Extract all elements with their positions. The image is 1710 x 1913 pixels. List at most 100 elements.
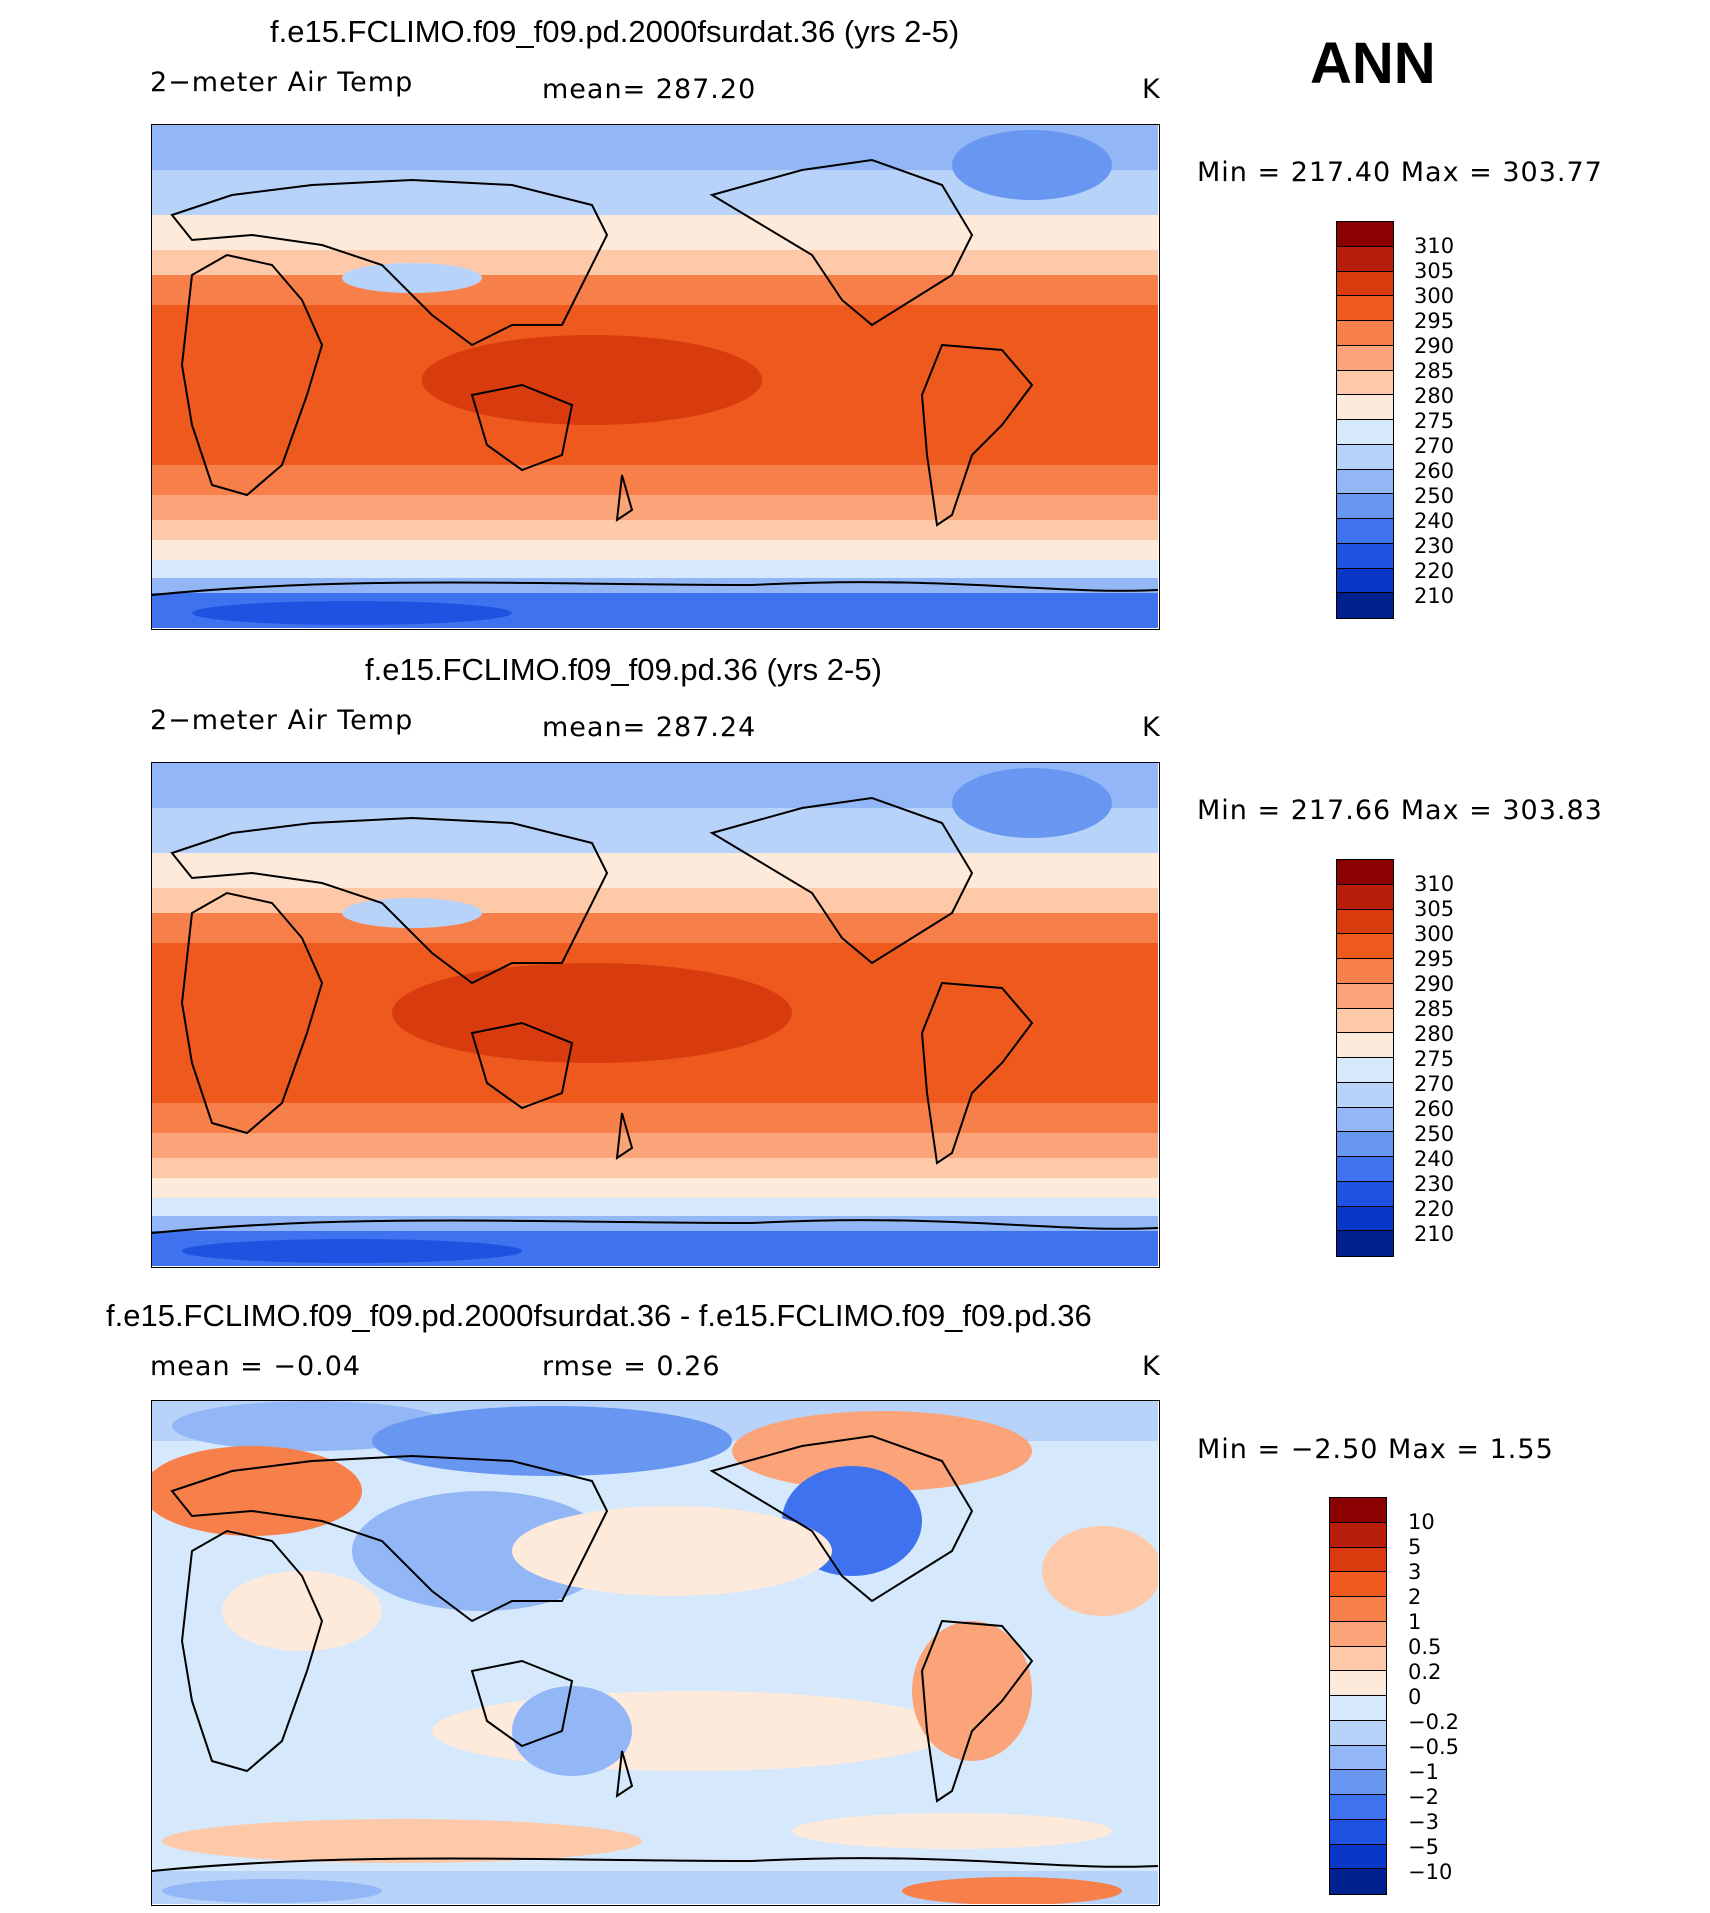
cbar-2-label: 295 <box>1414 947 1455 971</box>
cbar-1-label: 210 <box>1414 584 1455 608</box>
cbar-1-swatch-10 <box>1337 469 1393 495</box>
panel-2-minmax: Min = 217.66 Max = 303.83 <box>1197 795 1603 826</box>
cbar-2-label: 285 <box>1414 997 1455 1021</box>
cbar-3-swatch-15 <box>1330 1869 1386 1894</box>
cbar-3-swatch-5 <box>1330 1621 1386 1647</box>
cbar-2-label: 300 <box>1414 922 1455 946</box>
cbar-1-label: 285 <box>1414 359 1455 383</box>
cbar-2-swatch-8 <box>1337 1058 1393 1083</box>
cbar-2-swatch-3 <box>1337 934 1393 959</box>
cbar-3-label: 10 <box>1408 1510 1435 1534</box>
panel-2-mean: mean= 287.24 <box>542 712 757 743</box>
panel-1-variable: 2−meter Air Temp <box>150 67 414 98</box>
panel-2-coastlines <box>152 796 1158 1234</box>
cbar-3-swatch-4 <box>1330 1597 1386 1622</box>
cbar-3-label: 2 <box>1408 1585 1422 1609</box>
panel-1-coastlines <box>152 158 1158 596</box>
cbar-3-swatch-6 <box>1330 1646 1386 1672</box>
cbar-1-label: 250 <box>1414 484 1455 508</box>
panel-2-variable: 2−meter Air Temp <box>150 705 414 736</box>
cbar-3-label: −0.5 <box>1408 1735 1459 1759</box>
cbar-2-swatch-10 <box>1337 1107 1393 1133</box>
cbar-3-label: −0.2 <box>1408 1710 1459 1734</box>
panel-3-minmax: Min = −2.50 Max = 1.55 <box>1197 1434 1554 1465</box>
cbar-2-label: 240 <box>1414 1147 1455 1171</box>
cbar-1-swatch-5 <box>1337 345 1393 371</box>
panel-3-units: K <box>1142 1351 1161 1382</box>
cbar-3-swatch-13 <box>1330 1819 1386 1845</box>
panel-1-title: f.e15.FCLIMO.f09_f09.pd.2000fsurdat.36 (… <box>270 14 960 49</box>
cbar-1-swatch-13 <box>1337 543 1393 569</box>
panel-1-mean: mean= 287.20 <box>542 74 757 105</box>
cbar-2-swatch-4 <box>1337 959 1393 984</box>
cbar-3-swatch-14 <box>1330 1844 1386 1870</box>
cbar-2-swatch-0 <box>1337 860 1393 885</box>
cbar-1-swatch-7 <box>1337 395 1393 420</box>
cbar-3-swatch-3 <box>1330 1572 1386 1597</box>
cbar-2-swatch-6 <box>1337 1008 1393 1034</box>
cbar-2-swatch-14 <box>1337 1206 1393 1232</box>
cbar-1-swatch-2 <box>1337 271 1393 297</box>
cbar-3-swatch-8 <box>1330 1696 1386 1721</box>
cbar-2-swatch-15 <box>1337 1231 1393 1256</box>
cbar-1-swatch-14 <box>1337 568 1393 594</box>
cbar-2-label: 280 <box>1414 1022 1455 1046</box>
cbar-3-label: 1 <box>1408 1610 1422 1634</box>
cbar-2-label: 275 <box>1414 1047 1455 1071</box>
cbar-3-label: −1 <box>1408 1760 1439 1784</box>
cbar-1-label: 300 <box>1414 284 1455 308</box>
cbar-1-label: 230 <box>1414 534 1455 558</box>
cbar-3-swatch-0 <box>1330 1498 1386 1523</box>
cbar-1-swatch-0 <box>1337 222 1393 247</box>
cbar-2-label: 305 <box>1414 897 1455 921</box>
cbar-3-label: −5 <box>1408 1835 1439 1859</box>
cbar-2-swatch-2 <box>1337 909 1393 935</box>
cbar-3-swatch-9 <box>1330 1720 1386 1746</box>
panel-1-map <box>151 124 1160 630</box>
cbar-3-label: 0.2 <box>1408 1660 1442 1684</box>
cbar-1-swatch-6 <box>1337 370 1393 396</box>
cbar-1-swatch-3 <box>1337 296 1393 321</box>
cbar-1-label: 290 <box>1414 334 1455 358</box>
panel-3-mean: mean = −0.04 <box>150 1351 362 1382</box>
cbar-1-swatch-8 <box>1337 420 1393 445</box>
cbar-2-label: 210 <box>1414 1222 1455 1246</box>
panel-3-rmse: rmse = 0.26 <box>542 1351 721 1382</box>
cbar-3-label: −3 <box>1408 1810 1439 1834</box>
cbar-2-swatch-12 <box>1337 1157 1393 1182</box>
cbar-3-swatch-1 <box>1330 1522 1386 1548</box>
cbar-2-swatch-13 <box>1337 1181 1393 1207</box>
cbar-3-label: −10 <box>1408 1860 1453 1884</box>
cbar-2-label: 250 <box>1414 1122 1455 1146</box>
cbar-1-label: 270 <box>1414 434 1455 458</box>
cbar-2-label: 310 <box>1414 872 1455 896</box>
cbar-2-swatch-7 <box>1337 1033 1393 1058</box>
cbar-3-label: 3 <box>1408 1560 1422 1584</box>
cbar-1-swatch-15 <box>1337 593 1393 618</box>
cbar-1-label: 260 <box>1414 459 1455 483</box>
cbar-3-swatch-2 <box>1330 1547 1386 1573</box>
panel-1-units: K <box>1142 74 1161 105</box>
cbar-1-label: 280 <box>1414 384 1455 408</box>
cbar-2-label: 260 <box>1414 1097 1455 1121</box>
cbar-1-swatch-9 <box>1337 444 1393 470</box>
cbar-2-label: 270 <box>1414 1072 1455 1096</box>
panel-3-coastlines <box>152 1434 1158 1872</box>
cbar-3-swatch-10 <box>1330 1745 1386 1771</box>
cbar-3-swatch-7 <box>1330 1671 1386 1696</box>
panel-3-title: f.e15.FCLIMO.f09_f09.pd.2000fsurdat.36 -… <box>106 1298 1092 1333</box>
cbar-1-label: 310 <box>1414 234 1455 258</box>
cbar-1-label: 275 <box>1414 409 1455 433</box>
cbar-2-label: 230 <box>1414 1172 1455 1196</box>
cbar-3-label: 0.5 <box>1408 1635 1442 1659</box>
cbar-1-swatch-1 <box>1337 246 1393 272</box>
panel-3-colorbar <box>1329 1497 1387 1895</box>
panel-2-colorbar <box>1336 859 1394 1257</box>
panel-2-map <box>151 762 1160 1268</box>
cbar-2-label: 290 <box>1414 972 1455 996</box>
cbar-1-label: 240 <box>1414 509 1455 533</box>
cbar-1-label: 305 <box>1414 259 1455 283</box>
panel-1-minmax: Min = 217.40 Max = 303.77 <box>1197 157 1603 188</box>
cbar-3-label: 5 <box>1408 1535 1422 1559</box>
panel-1-colorbar <box>1336 221 1394 619</box>
